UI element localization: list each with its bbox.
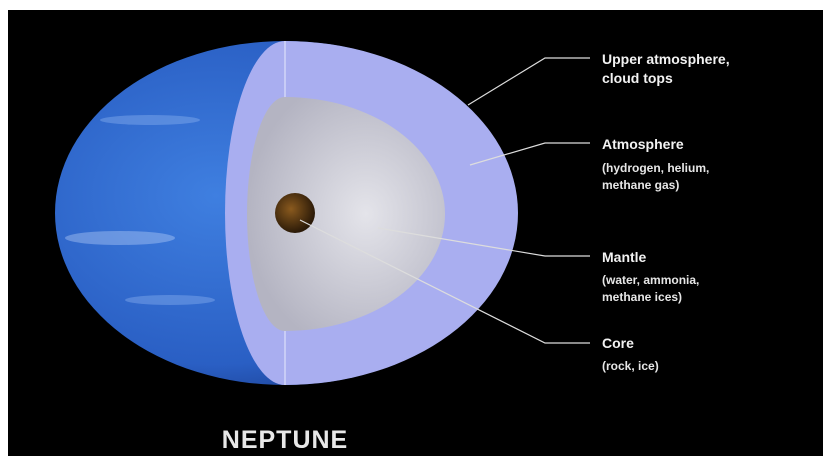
- title: NEPTUNE: [222, 426, 348, 454]
- diagram: Upper atmosphere, cloud tops Atmosphere …: [0, 0, 831, 461]
- layer-name: Core: [602, 335, 634, 351]
- layer-detail: (water, ammonia,: [602, 273, 699, 287]
- layer-name: Upper atmosphere,: [602, 51, 730, 67]
- layer-name: Atmosphere: [602, 136, 684, 152]
- layer-detail: (rock, ice): [602, 359, 659, 373]
- layer-name: cloud tops: [602, 70, 673, 86]
- page: Upper atmosphere, cloud tops Atmosphere …: [0, 0, 831, 461]
- core: [275, 193, 315, 233]
- layer-name: Mantle: [602, 249, 647, 265]
- layer-detail: (hydrogen, helium,: [602, 161, 709, 175]
- layer-detail: methane ices): [602, 290, 682, 304]
- layer-detail: methane gas): [602, 178, 679, 192]
